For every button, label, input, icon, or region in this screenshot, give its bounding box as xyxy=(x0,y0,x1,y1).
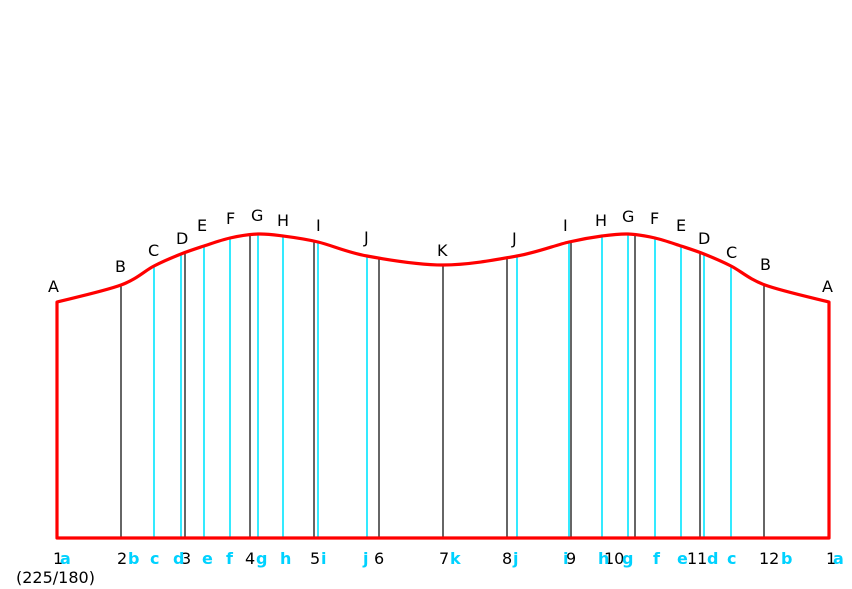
top-label: C xyxy=(726,243,737,262)
top-label: G xyxy=(251,206,263,225)
ratio-label: (225/180) xyxy=(16,568,95,587)
bottom-letter-label: c xyxy=(150,549,159,568)
top-label: F xyxy=(650,209,659,228)
top-label: H xyxy=(595,211,607,230)
bottom-letter-label: a xyxy=(60,549,71,568)
bottom-letter-label: d xyxy=(173,549,184,568)
top-label: C xyxy=(148,241,159,260)
bottom-letter-label: i xyxy=(563,549,568,568)
pattern-outline xyxy=(55,232,831,540)
bottom-number-label: 6 xyxy=(374,549,384,568)
bottom-number-label: 1 xyxy=(826,549,836,568)
top-label: F xyxy=(226,209,235,228)
bottom-letter-label: b xyxy=(781,549,792,568)
bottom-letter-label: f xyxy=(226,549,234,568)
top-label: I xyxy=(316,216,321,235)
bottom-letter-label: c xyxy=(727,549,736,568)
bottom-number-label: 2 xyxy=(117,549,127,568)
bottom-letter-label: b xyxy=(128,549,139,568)
bottom-number-label: 8 xyxy=(502,549,512,568)
bottom-letter-label: f xyxy=(653,549,661,568)
top-label: D xyxy=(698,229,710,248)
top-label: A xyxy=(822,277,833,296)
bottom-letter-label: h xyxy=(598,549,609,568)
top-label: K xyxy=(437,241,448,260)
bottom-labels: 1 2 3 4 5 6 7 8 9 10 11 12 1a b c d e f g h i j k j i h g f e d c b a xyxy=(53,549,844,568)
bottom-letter-label: g xyxy=(622,549,633,568)
bottom-number-label: 11 xyxy=(687,549,707,568)
top-label: A xyxy=(48,277,59,296)
pattern-outline-group xyxy=(55,232,831,540)
bottom-letter-label: j xyxy=(362,549,368,568)
bottom-letter-label: d xyxy=(707,549,718,568)
bottom-letter-label: k xyxy=(450,549,461,568)
top-label: H xyxy=(277,211,289,230)
bottom-letter-label: a xyxy=(833,549,844,568)
top-label: G xyxy=(622,207,634,226)
bottom-number-label: 7 xyxy=(439,549,449,568)
bottom-number-label: 4 xyxy=(245,549,255,568)
top-label: D xyxy=(176,229,188,248)
top-label: J xyxy=(511,229,517,248)
bottom-letter-label: j xyxy=(512,549,518,568)
top-label: E xyxy=(197,216,207,235)
bottom-letter-label: e xyxy=(202,549,213,568)
division-lines xyxy=(120,234,765,538)
bottom-letter-label: h xyxy=(280,549,291,568)
bottom-letter-label: i xyxy=(321,549,326,568)
bottom-number-label: 9 xyxy=(566,549,576,568)
top-label: B xyxy=(760,255,771,274)
bottom-letter-label: g xyxy=(256,549,267,568)
bottom-number-label: 10 xyxy=(604,549,624,568)
top-label: I xyxy=(563,216,568,235)
bottom-number-label: 3 xyxy=(181,549,191,568)
bottom-number-label: 12 xyxy=(759,549,779,568)
bottom-number-label: 1 xyxy=(53,549,63,568)
bottom-number-label: 5 xyxy=(310,549,320,568)
bottom-letter-label: e xyxy=(677,549,688,568)
top-label: J xyxy=(363,228,369,247)
top-label: E xyxy=(676,216,686,235)
top-label: B xyxy=(115,257,126,276)
